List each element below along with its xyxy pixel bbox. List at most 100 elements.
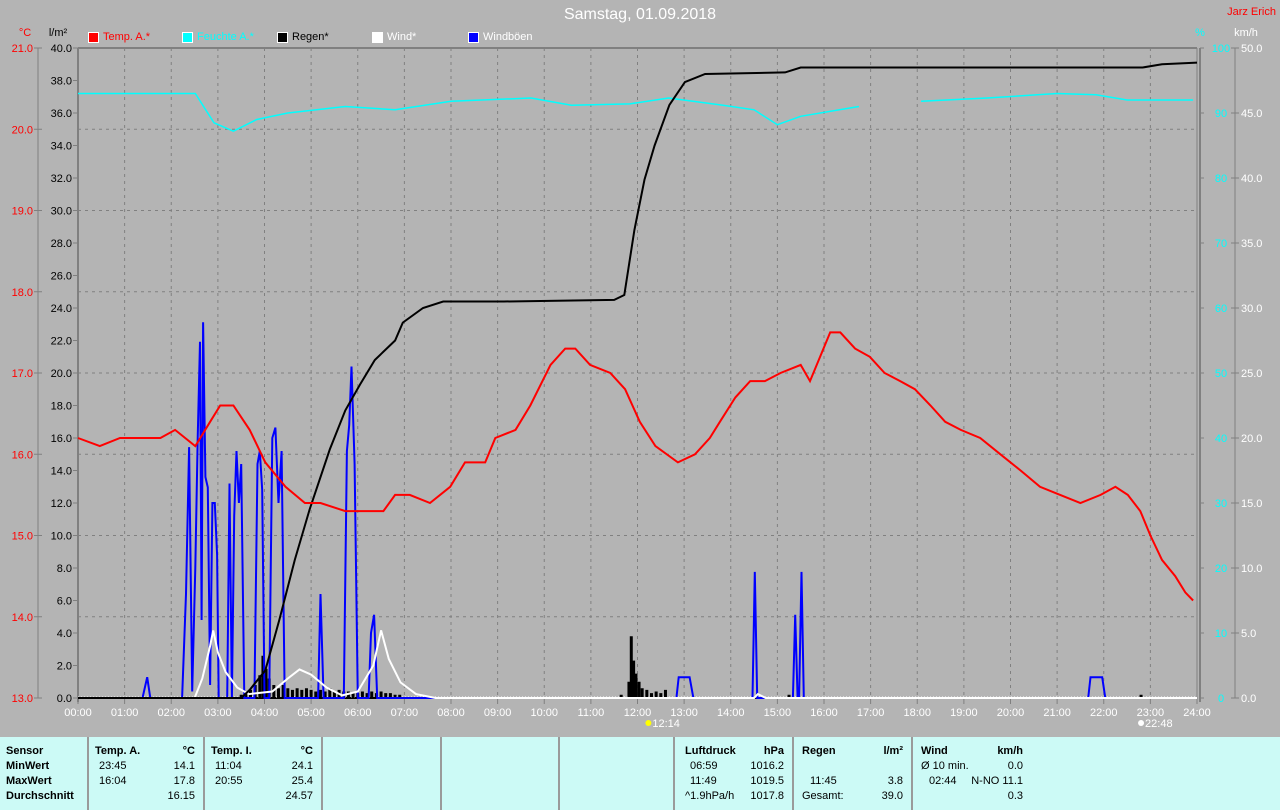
rain-tick-label: 20.0 <box>51 368 72 380</box>
wind-tick-label: 5.0 <box>1241 628 1256 640</box>
legend-label: Windböen <box>483 31 533 43</box>
legend-humidity[interactable]: Feuchte A.* <box>182 31 254 43</box>
x-tick-label: 21:00 <box>1043 707 1071 719</box>
rain-bar <box>264 668 268 698</box>
x-tick-label: 23:00 <box>1137 707 1165 719</box>
total-label: Gesamt: <box>802 790 844 802</box>
stats-table: Sensor MinWert MaxWert Durchschnitt Temp… <box>0 737 1280 810</box>
legend-rain[interactable]: Regen* <box>277 31 329 43</box>
x-tick-label: 05:00 <box>297 707 325 719</box>
max-value: 25.4 <box>291 775 313 787</box>
rain-bar <box>619 694 623 698</box>
sensor-column: Sensor MinWert MaxWert Durchschnitt <box>0 737 89 810</box>
x-tick-label: 16:00 <box>810 707 838 719</box>
rain-bar <box>393 694 397 698</box>
max-time: 20:55 <box>215 775 243 787</box>
wind-tick-label: 20.0 <box>1241 433 1262 445</box>
rain-bar <box>244 693 248 698</box>
rain-tick-label: 38.0 <box>51 76 72 88</box>
weather-chart: °C l/m²% km/h 13.0 14.0 15.0 16.0 17.0 18.0 19.0 2… <box>12 27 1263 730</box>
wind-tick-label: 30.0 <box>1241 303 1262 315</box>
series-regen <box>78 61 1198 699</box>
rain-bar <box>637 681 641 698</box>
x-tick-label: 03:00 <box>204 707 232 719</box>
rain-bar <box>384 693 388 698</box>
x-tick-label: 01:00 <box>111 707 139 719</box>
temp-tick-label: 20.0 <box>12 124 33 136</box>
x-tick-label: 09:00 <box>484 707 512 719</box>
rain-tick-label: 28.0 <box>51 238 72 250</box>
x-tick-label: 12:00 <box>624 707 652 719</box>
rain-bar <box>398 694 402 698</box>
moonset-icon <box>1138 720 1145 726</box>
rain-tick-label: 8.0 <box>57 563 72 575</box>
rain-unit-label: l/m² <box>49 27 68 39</box>
unit: hPa <box>763 745 784 757</box>
avg10-label: Ø 10 min. <box>921 760 969 772</box>
avg-value: 0.3 <box>1007 790 1023 802</box>
max-label: MaxWert <box>6 775 52 787</box>
legend-swatch <box>372 31 383 43</box>
rain-bar <box>629 636 633 698</box>
legend-temp[interactable]: Temp. A.* <box>88 31 150 43</box>
rain-bar <box>332 691 336 698</box>
total-value: 39.0 <box>881 790 903 802</box>
temp-i-column: Temp. I. °C 11:04 24.1 20:55 25.4 24.57 <box>205 737 323 810</box>
rain-bar <box>328 688 332 698</box>
series-feuchte <box>78 92 1194 133</box>
legend-gusts[interactable]: Windböen <box>468 31 533 43</box>
unit: km/h <box>997 745 1023 757</box>
x-tick-label: 08:00 <box>437 707 465 719</box>
temp-a-header: Temp. A. <box>95 745 141 757</box>
rain-tick-label: 6.0 <box>57 596 72 608</box>
rain-bar <box>304 688 308 698</box>
humidity-tick-label: 40 <box>1215 433 1227 445</box>
wind-tick-label: 35.0 <box>1241 238 1262 250</box>
avg-value: 16.15 <box>167 790 195 802</box>
humidity-tick-label: 0 <box>1218 693 1224 705</box>
temp-tick-label: 19.0 <box>12 206 33 218</box>
x-tick-label: 20:00 <box>997 707 1025 719</box>
x-tick-label: 15:00 <box>764 707 792 719</box>
legend-wind[interactable]: Wind* <box>372 31 416 43</box>
wind-tick-label: 45.0 <box>1241 108 1262 120</box>
rain-bar <box>258 675 262 698</box>
temp-i-header: Temp. I. <box>211 745 252 757</box>
empty-column <box>442 737 560 810</box>
series-wind <box>78 630 1197 699</box>
x-tick-label: 17:00 <box>857 707 885 719</box>
rain-bar <box>239 694 243 698</box>
rain-bar <box>309 689 313 698</box>
empty-column <box>560 737 675 810</box>
legend-swatch <box>182 31 193 43</box>
rain-bar <box>663 689 667 698</box>
x-tick-label: 00:00 <box>64 707 92 719</box>
humidity-tick-label: 90 <box>1215 108 1227 120</box>
rain-bar <box>370 691 374 698</box>
rain-bar <box>379 691 383 698</box>
legend-label: Temp. A.* <box>103 31 151 43</box>
rain-bar <box>261 655 265 698</box>
temp-tick-label: 18.0 <box>12 287 33 299</box>
wind-tick-label: 25.0 <box>1241 368 1262 380</box>
max-time: 02:44 <box>929 775 957 787</box>
series-temp <box>77 331 1194 602</box>
min-time: 06:59 <box>690 760 718 772</box>
temp-tick-label: 21.0 <box>12 43 33 55</box>
pressure-header: Luftdruck <box>685 745 736 757</box>
temp-unit-label: °C <box>19 27 31 39</box>
humidity-tick-label: 50 <box>1215 368 1227 380</box>
avg-value: 24.57 <box>285 790 313 802</box>
humidity-tick-label: 80 <box>1215 173 1227 185</box>
x-tick-label: 10:00 <box>530 707 558 719</box>
trend: ^1.9hPa/h <box>685 790 735 802</box>
unit: °C <box>182 745 195 757</box>
min-value: 14.1 <box>173 760 195 772</box>
min-value: 24.1 <box>291 760 313 772</box>
rain-tick-label: 2.0 <box>57 661 72 673</box>
max-value: N-NO 11.1 <box>971 775 1023 787</box>
rain-bar <box>649 693 653 698</box>
min-value: 1016.2 <box>750 760 784 772</box>
rain-bar <box>645 689 649 698</box>
rain-bar <box>314 691 318 698</box>
